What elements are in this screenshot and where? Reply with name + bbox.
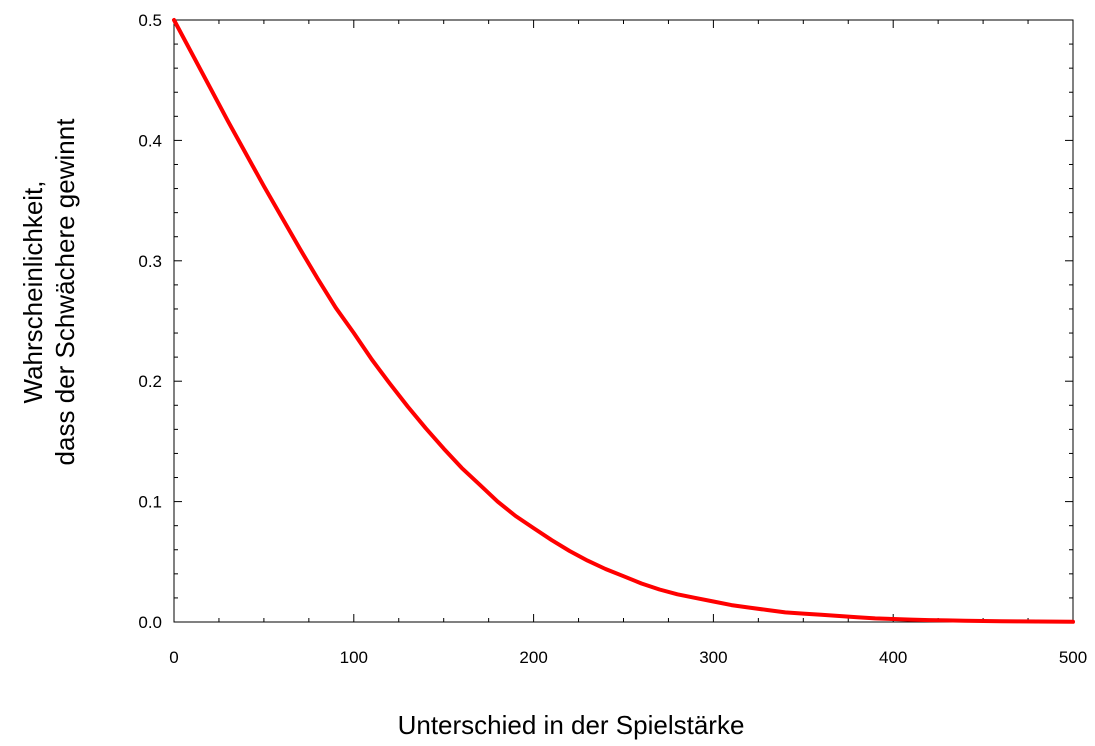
y-tick-label: 0.5 [138,11,162,30]
y-tick-labels: 0.0 0.1 0.2 0.3 0.4 0.5 [138,11,162,632]
x-tick-label: 400 [879,648,907,667]
y-axis-title-line-1: Wahrscheinlichkeit, [18,180,48,403]
series-layer [172,18,1075,624]
plot-frame [173,19,1074,623]
x-axis-title: Unterschied in der Spielstärke [398,710,745,740]
x-tick-label: 0 [169,648,178,667]
y-tick-label: 0.3 [138,252,162,271]
y-tick-label: 0.4 [138,131,162,150]
x-tick-label: 100 [340,648,368,667]
x-tick-label: 200 [519,648,547,667]
x-tick-label: 500 [1059,648,1087,667]
x-tick-label: 300 [699,648,727,667]
major-ticks [173,19,1074,623]
series-line-1 [172,18,1075,624]
minor-ticks [174,20,1073,622]
y-tick-label: 0.2 [138,372,162,391]
y-axis-title-line-2: dass der Schwächere gewinnt [50,118,80,466]
x-tick-labels: 0 100 200 300 400 500 [169,648,1087,667]
y-tick-label: 0.1 [138,493,162,512]
y-tick-label: 0.0 [138,613,162,632]
